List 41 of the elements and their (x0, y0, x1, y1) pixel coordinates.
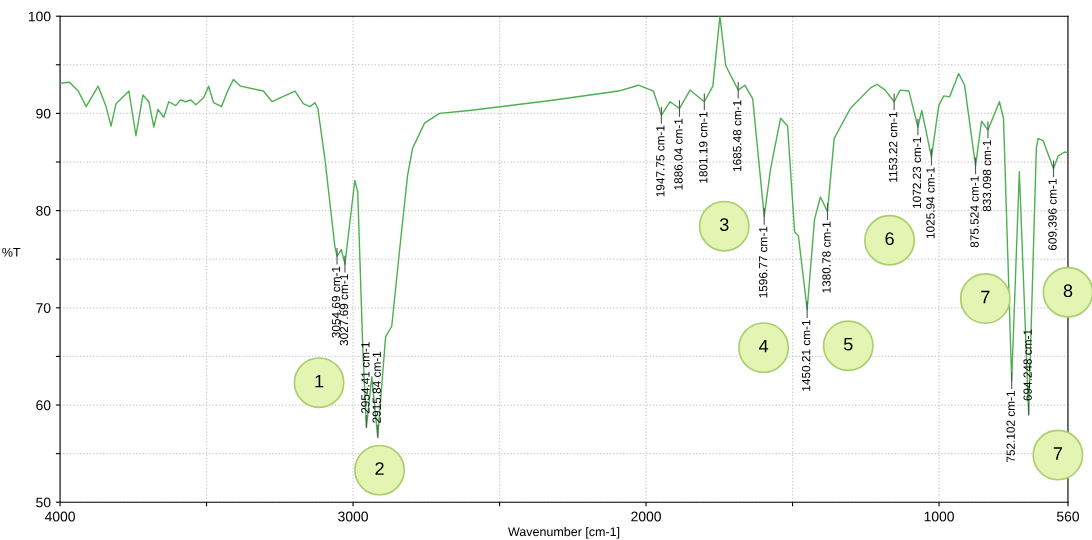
annotation: 2954.41 cm-1 (361, 342, 370, 414)
annotation: 1380.78 cm-1 (822, 221, 831, 293)
x-tick-label: 3000 (338, 511, 368, 522)
annotation: 3 (719, 218, 729, 231)
annotation: 7 (1053, 447, 1063, 460)
annotation: 1450.21 cm-1 (801, 320, 811, 391)
annotation: 2 (375, 462, 384, 475)
annotation: 1025.94 cm-1 (926, 167, 935, 239)
annotation: 5 (843, 337, 853, 351)
annotation: 3027.69 cm-1 (339, 274, 349, 346)
x-axis-title: Wavenumber [cm-1] (508, 526, 620, 539)
annotation: 833.098 cm-1 (982, 140, 992, 212)
x-tick-label: 1000 (924, 511, 954, 522)
annotation: 6 (885, 232, 894, 246)
annotation: 7 (981, 290, 990, 304)
annotation: 2915.84 cm-1 (372, 351, 381, 423)
x-tick-label: 2000 (631, 511, 661, 522)
y-tick-label: 90 (36, 108, 51, 119)
annotation: 1886.04 cm-1 (674, 118, 683, 190)
annotation: 1685.48 cm-1 (733, 100, 742, 172)
y-tick-label: 100 (28, 11, 51, 22)
annotation: 1596.77 cm-1 (759, 226, 768, 298)
annotation: 752.102 cm-1 (1006, 390, 1015, 462)
y-tick-label: 50 (36, 497, 51, 508)
y-tick-label: 70 (36, 303, 51, 313)
annotation: 875.524 cm-1 (970, 176, 979, 248)
x-tick-label: 4000 (44, 511, 75, 522)
x-tick-label: 560 (1056, 511, 1080, 522)
annotation: 694.248 cm-1 (1023, 329, 1032, 401)
annotation: 1153.22 cm-1 (888, 112, 898, 182)
y-tick-label: 80 (36, 205, 51, 216)
y-tick-label: 60 (36, 400, 51, 411)
annotation: 4 (758, 339, 769, 353)
annotation: 1801.19 cm-1 (699, 112, 708, 183)
annotation: 1 (315, 374, 324, 388)
annotation: 3054.69 cm-1 (331, 266, 341, 338)
annotation: 1072.23 cm-1 (912, 137, 922, 209)
annotation: 1947.75 cm-1 (656, 125, 665, 197)
annotation: 8 (1063, 284, 1073, 298)
y-axis-title: %T (2, 247, 21, 257)
annotation: 609.396 cm-1 (1048, 179, 1057, 251)
